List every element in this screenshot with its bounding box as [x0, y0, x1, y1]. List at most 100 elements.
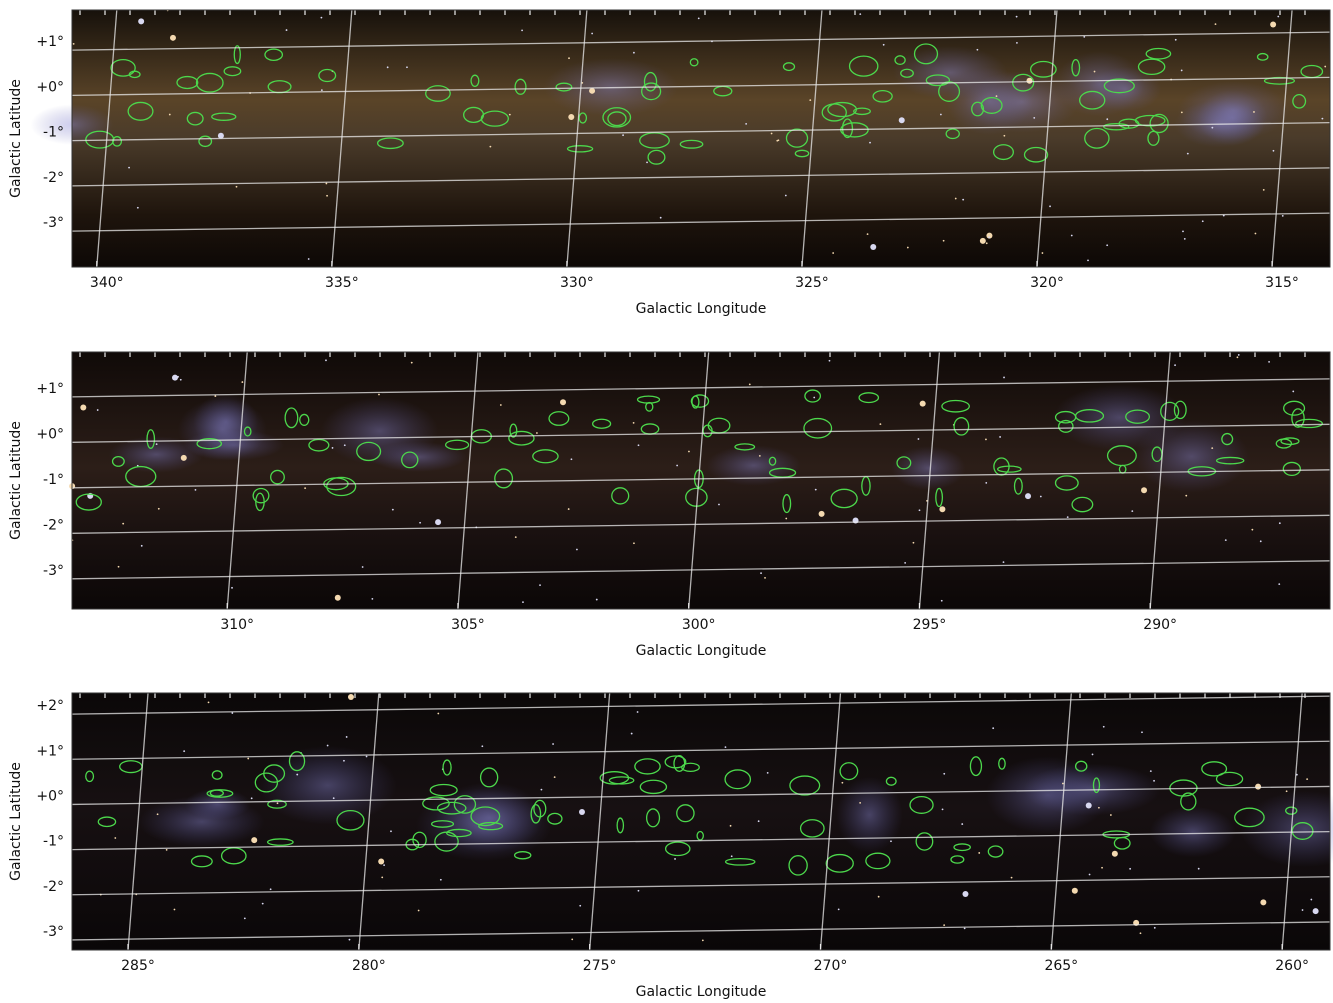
- star: [481, 745, 484, 748]
- star: [172, 374, 179, 381]
- source-ellipse: [470, 806, 501, 827]
- star: [1129, 867, 1132, 870]
- star: [347, 694, 354, 701]
- source-ellipse: [676, 804, 695, 823]
- grid-line: [819, 692, 842, 951]
- source-ellipse: [243, 426, 252, 437]
- source-ellipse: [530, 804, 542, 824]
- grid-line: [1050, 692, 1072, 951]
- star: [1292, 390, 1295, 393]
- source-ellipse: [548, 411, 570, 426]
- star: [334, 594, 341, 601]
- source-ellipse: [206, 789, 234, 798]
- x-axis-label: Galactic Longitude: [636, 301, 767, 317]
- star: [1201, 220, 1204, 223]
- source-ellipse: [267, 799, 287, 809]
- source-ellipse: [75, 493, 102, 511]
- source-ellipse: [430, 820, 455, 828]
- star: [231, 712, 234, 714]
- star: [745, 122, 748, 125]
- star: [633, 542, 635, 545]
- nebula: [184, 788, 251, 820]
- x-tick-label: 270°: [814, 958, 848, 974]
- source-ellipse: [839, 762, 859, 781]
- star: [724, 746, 727, 748]
- star: [632, 421, 635, 424]
- source-ellipse: [608, 776, 635, 785]
- nebula: [258, 745, 397, 825]
- star: [986, 232, 993, 239]
- star: [348, 938, 351, 941]
- source-ellipse: [85, 770, 95, 783]
- source-ellipse: [941, 399, 970, 413]
- source-ellipse: [478, 821, 504, 831]
- sky-image: [72, 693, 1330, 950]
- source-ellipse: [894, 55, 906, 66]
- source-ellipse: [1084, 127, 1110, 149]
- source-ellipse: [284, 407, 299, 429]
- star: [1197, 867, 1200, 870]
- y-axis-label: Galactic Latitude: [8, 79, 24, 198]
- star: [1237, 354, 1240, 356]
- source-ellipse: [900, 68, 914, 78]
- source-ellipse: [691, 395, 700, 409]
- source-ellipse: [689, 58, 699, 67]
- star: [1262, 188, 1265, 191]
- y-tick-label: +0°: [36, 79, 64, 95]
- star: [439, 878, 442, 881]
- star: [378, 858, 385, 865]
- source-ellipse: [602, 107, 632, 128]
- nebula: [1134, 420, 1249, 493]
- source-ellipse: [110, 58, 136, 77]
- star: [521, 29, 523, 32]
- star: [870, 243, 877, 250]
- star: [962, 890, 969, 897]
- star: [383, 864, 385, 867]
- star: [235, 185, 238, 188]
- source-ellipse: [356, 441, 382, 462]
- star: [879, 423, 882, 426]
- source-ellipse: [782, 494, 792, 514]
- source-ellipse: [494, 468, 514, 489]
- source-ellipse: [336, 809, 365, 831]
- star: [419, 521, 422, 524]
- star: [961, 823, 964, 825]
- source-ellipse: [664, 841, 691, 857]
- source-ellipse: [1283, 400, 1306, 416]
- x-tick-label: 310°: [220, 617, 254, 633]
- star: [919, 400, 926, 407]
- star: [1070, 234, 1073, 237]
- star: [760, 572, 762, 575]
- x-tick-label: 315°: [1265, 275, 1299, 291]
- grid-line: [71, 514, 1331, 534]
- star: [1033, 116, 1036, 119]
- star: [128, 166, 130, 169]
- source-ellipse: [255, 492, 265, 512]
- source-ellipse: [858, 392, 880, 404]
- y-tick-label: -1°: [43, 125, 64, 141]
- star: [622, 134, 624, 137]
- source-ellipse: [111, 455, 125, 467]
- star: [1236, 356, 1239, 359]
- star: [917, 438, 920, 440]
- star: [508, 113, 511, 116]
- star: [177, 375, 179, 378]
- star: [1101, 866, 1103, 869]
- star: [1016, 42, 1018, 44]
- source-ellipse: [211, 112, 237, 121]
- star: [579, 904, 582, 907]
- source-ellipse: [434, 831, 459, 852]
- source-ellipse: [645, 808, 661, 828]
- star: [578, 809, 585, 816]
- source-ellipse: [299, 413, 310, 426]
- star: [165, 848, 168, 851]
- grid-line: [71, 469, 1331, 489]
- star: [539, 584, 541, 587]
- star: [320, 16, 323, 19]
- map-panel: [30, 9, 1331, 268]
- star: [1281, 214, 1284, 217]
- source-ellipse: [865, 852, 891, 870]
- star: [701, 939, 704, 942]
- source-ellipse: [607, 111, 627, 127]
- source-ellipse: [616, 817, 625, 834]
